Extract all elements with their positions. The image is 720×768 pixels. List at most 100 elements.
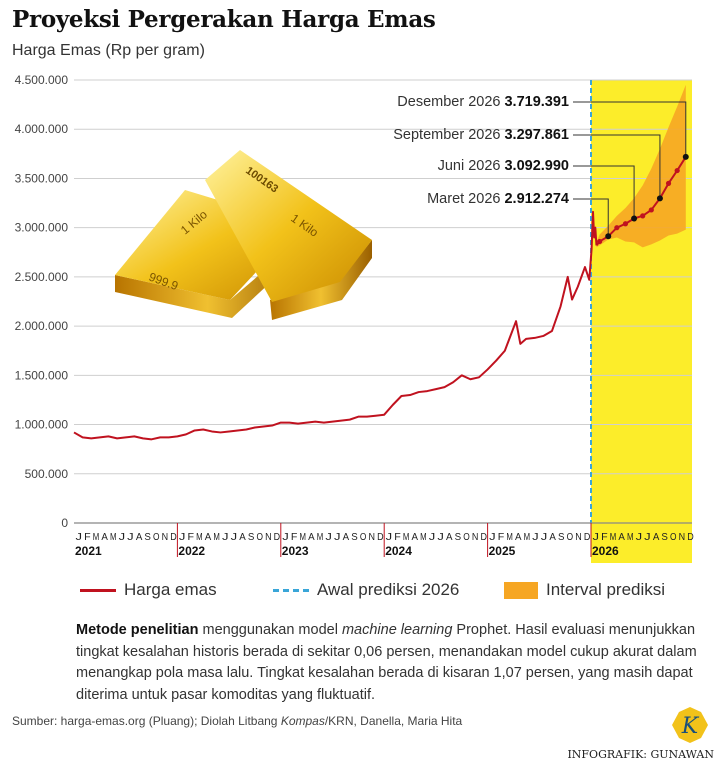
month-tick-label: D	[480, 531, 487, 543]
y-tick-label: 1.500.000	[15, 368, 69, 382]
legend-swatch-area	[504, 581, 538, 599]
annotation-leader	[573, 101, 687, 157]
month-tick-label: N	[679, 531, 686, 543]
month-tick-label: D	[377, 531, 384, 543]
month-tick-label: N	[265, 531, 272, 543]
month-tick-label: F	[188, 531, 195, 543]
month-tick-label: A	[308, 531, 315, 543]
month-tick-label: M	[627, 531, 634, 543]
y-tick-label: 3.500.000	[15, 171, 69, 185]
month-tick-label: D	[170, 531, 177, 543]
month-tick-label: D	[584, 531, 591, 543]
month-tick-label: M	[610, 531, 617, 543]
month-tick-label: A	[446, 531, 453, 543]
month-tick-label: S	[661, 531, 668, 543]
forecast-point	[597, 238, 603, 245]
y-tick-label: 500.000	[25, 467, 69, 481]
year-label: 2022	[178, 544, 205, 558]
month-tick-label: J	[532, 531, 539, 543]
month-tick-label: J	[437, 531, 444, 543]
annotation-label: Desember 2026 3.719.391	[397, 94, 569, 110]
chart-title: Proyeksi Pergerakan Harga Emas	[12, 6, 436, 33]
annotation-point	[605, 233, 612, 240]
month-tick-label: F	[84, 531, 91, 543]
forecast-point	[648, 207, 654, 213]
annotation-period: Desember 2026	[397, 94, 504, 110]
method-text: menggunakan model	[198, 622, 342, 638]
forecast-point	[640, 213, 646, 219]
month-tick-label: M	[300, 531, 307, 543]
method-text-italic: machine learning	[341, 622, 453, 638]
method-note-heading: Metode penelitian	[76, 622, 199, 638]
year-label: 2025	[489, 544, 516, 558]
kompas-logo: K	[672, 707, 708, 743]
annotation-value: 3.719.391	[504, 94, 569, 110]
legend-item-harga-emas: Harga emas	[80, 580, 217, 600]
month-tick-label: J	[334, 531, 341, 543]
month-tick-label: S	[455, 531, 462, 543]
annotation-period: Maret 2026	[427, 191, 504, 207]
annotation-leader	[573, 165, 635, 219]
month-tick-label: J	[222, 531, 229, 543]
legend-item-interval: Interval prediksi	[504, 580, 665, 600]
source-note: Sumber: harga-emas.org (Pluang); Diolah …	[12, 714, 462, 728]
annotation-label: Maret 2026 2.912.274	[427, 191, 569, 207]
credit: INFOGRAFIK: GUNAWAN	[567, 748, 714, 761]
month-tick-label: F	[291, 531, 298, 543]
month-tick-label: J	[489, 531, 496, 543]
source-text-italic: Kompas	[280, 714, 325, 728]
annotation-point	[682, 153, 689, 160]
prediction-interval-area	[596, 84, 686, 248]
legend-label: Harga emas	[124, 580, 217, 599]
annotation-period: Juni 2026	[438, 158, 505, 174]
gold-bar-right-top	[205, 150, 372, 302]
y-tick-label: 4.500.000	[15, 73, 69, 87]
forecast-point	[674, 167, 680, 174]
year-label: 2021	[75, 544, 102, 558]
month-tick-label: F	[394, 531, 401, 543]
month-tick-label: N	[368, 531, 375, 543]
month-tick-label: M	[403, 531, 410, 543]
legend-swatch-line	[80, 588, 116, 592]
month-tick-label: J	[386, 531, 393, 543]
month-tick-label: M	[317, 531, 324, 543]
month-tick-label: M	[524, 531, 531, 543]
month-tick-label: J	[593, 531, 600, 543]
forecast-point	[665, 180, 672, 186]
month-tick-label: M	[213, 531, 220, 543]
month-tick-label: O	[567, 531, 574, 543]
month-tick-label: O	[670, 531, 677, 543]
forecast-point	[614, 225, 620, 231]
gold-bar-right-side	[270, 240, 372, 320]
month-tick-label: A	[549, 531, 556, 543]
month-tick-label: A	[101, 531, 108, 543]
year-label: 2023	[282, 544, 309, 558]
month-tick-label: N	[472, 531, 479, 543]
month-tick-label: A	[136, 531, 143, 543]
annotation-value: 3.092.990	[504, 158, 569, 174]
month-tick-label: O	[153, 531, 160, 543]
month-tick-label: J	[429, 531, 436, 543]
annotation-value: 3.297.861	[504, 127, 569, 143]
y-tick-label: 2.500.000	[15, 270, 69, 284]
month-tick-label: J	[282, 531, 289, 543]
annotation-point	[656, 195, 663, 202]
month-tick-label: A	[515, 531, 522, 543]
gold-bar-left-side	[115, 240, 300, 318]
month-tick-label: M	[93, 531, 100, 543]
gold-bars-illustration: 100163 1 Kilo 1 Kilo 999.9	[115, 150, 372, 320]
month-tick-label: M	[420, 531, 427, 543]
month-tick-label: M	[196, 531, 203, 543]
legend-label: Awal prediksi 2026	[317, 580, 460, 599]
year-label: 2024	[385, 544, 412, 558]
month-tick-label: J	[636, 531, 643, 543]
month-tick-label: J	[119, 531, 126, 543]
annotation-point	[631, 215, 638, 222]
annotation-label: September 2026 3.297.861	[393, 127, 569, 143]
month-tick-label: N	[162, 531, 169, 543]
month-tick-label: F	[498, 531, 505, 543]
annotation-leader	[573, 134, 661, 199]
legend-swatch-dashed	[273, 588, 309, 592]
month-tick-label: S	[144, 531, 151, 543]
month-tick-label: J	[644, 531, 651, 543]
